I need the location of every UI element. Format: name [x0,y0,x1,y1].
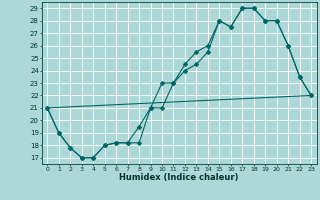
X-axis label: Humidex (Indice chaleur): Humidex (Indice chaleur) [119,173,239,182]
